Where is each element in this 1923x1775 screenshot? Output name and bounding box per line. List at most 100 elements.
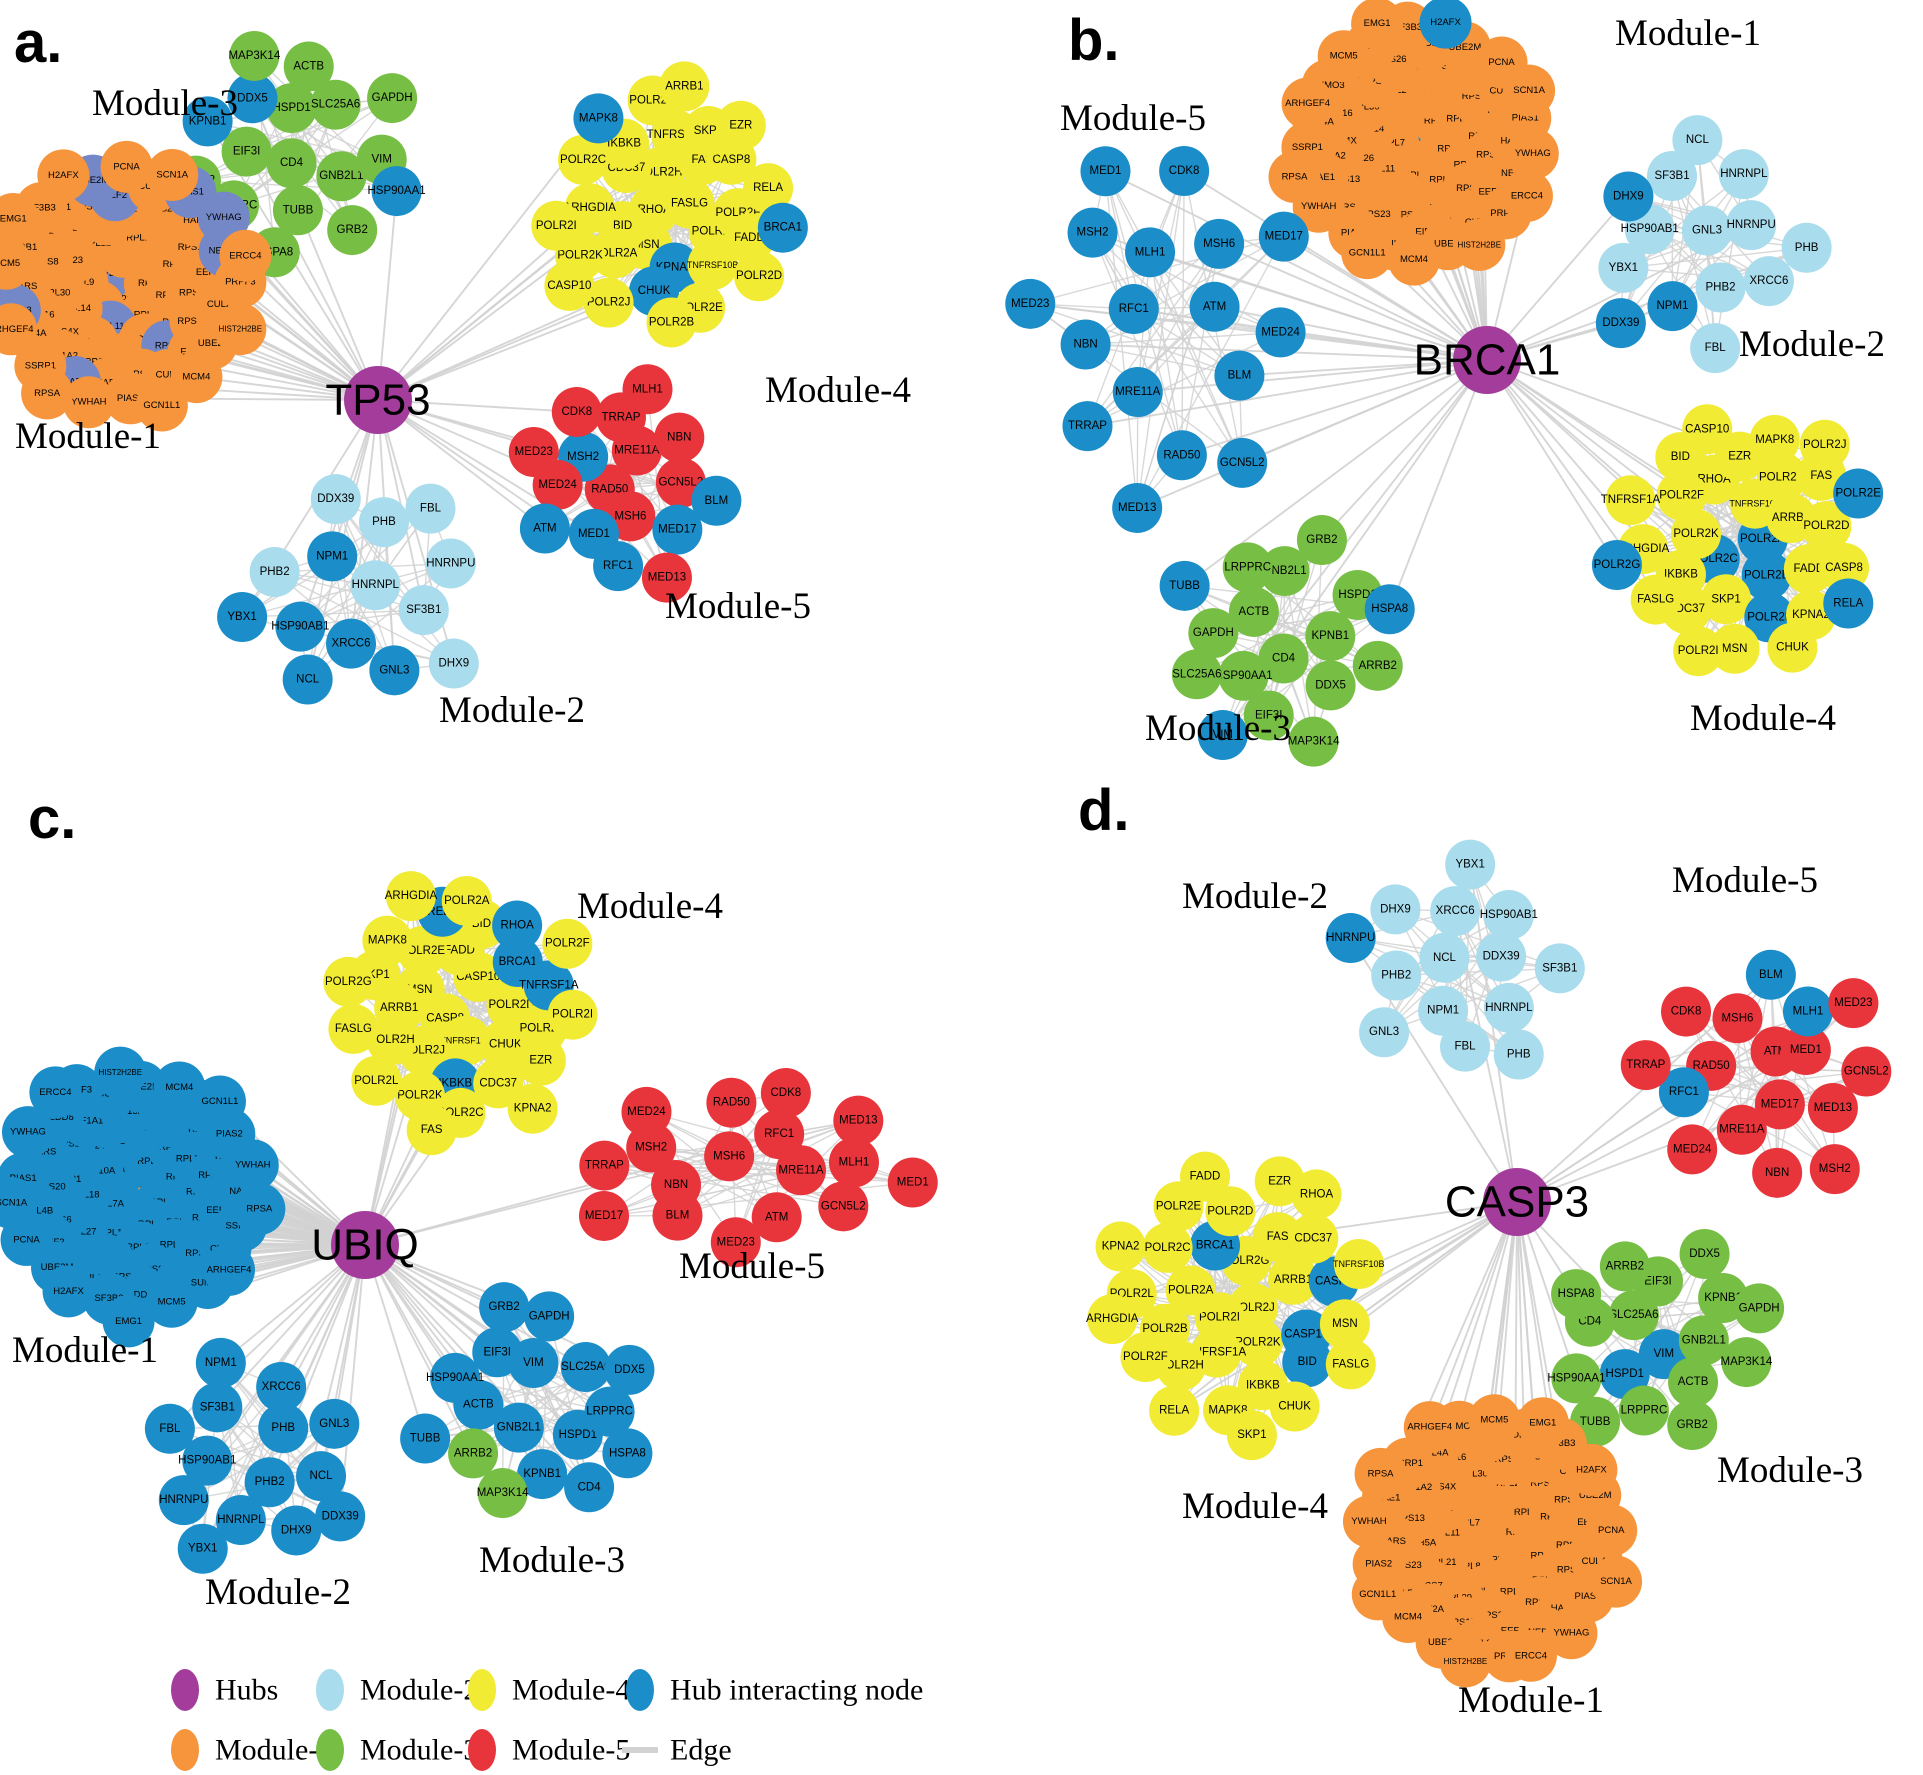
node-MRE11A[interactable]: MRE11A [776,1145,827,1196]
node-KPNA2[interactable]: KPNA2 [1095,1221,1146,1272]
node-PHB[interactable]: PHB [358,497,409,548]
node-SKP1[interactable]: SKP1 [1226,1410,1277,1461]
node-RPSA[interactable]: RPSA [1354,1447,1407,1500]
node-ARHGEF4[interactable]: ARHGEF4 [1281,77,1334,130]
node-CDK8[interactable]: CDK8 [760,1068,811,1119]
node-SKP1[interactable]: SKP1 [1701,574,1752,625]
node-POLR2L[interactable]: POLR2L [351,1055,402,1106]
node-ATM[interactable]: ATM [519,503,570,554]
node-TNFRSF1A[interactable]: TNFRSF1A [1601,475,1661,526]
node-EMG1[interactable]: EMG1 [102,1295,155,1348]
node-HNRNPU[interactable]: HNRNPU [1726,200,1777,251]
node-POLR2J[interactable]: POLR2J [583,277,634,328]
node-ACTB[interactable]: ACTB [1668,1357,1719,1408]
node-RPSA[interactable]: RPSA [21,367,74,420]
node-GAPDH[interactable]: GAPDH [524,1291,575,1342]
node-RPSA[interactable]: RPSA [233,1182,286,1235]
node-FBL[interactable]: FBL [1690,323,1741,374]
node-FADD[interactable]: FADD [1783,544,1834,595]
node-CASP10[interactable]: CASP10 [544,260,595,311]
node-MED17[interactable]: MED17 [652,504,703,555]
node-CASP10[interactable]: CASP10 [1682,404,1733,455]
node-HSP90AA1[interactable]: HSP90AA1 [1547,1353,1606,1404]
node-GCN5L2[interactable]: GCN5L2 [1841,1046,1892,1097]
node-HNRNPL[interactable]: HNRNPL [350,560,401,611]
node-RFC1[interactable]: RFC1 [754,1109,805,1160]
node-ARHGEF4[interactable]: ARHGEF4 [0,303,38,356]
node-HSPA8[interactable]: HSPA8 [1551,1269,1602,1320]
node-RAD50[interactable]: RAD50 [1156,430,1207,481]
node-POLR2D[interactable]: POLR2D [1801,501,1852,552]
node-POLR2I[interactable]: POLR2I [531,200,582,251]
node-HIST2H2BE[interactable]: HIST2H2BE [1453,218,1506,271]
node-PCNA[interactable]: PCNA [1585,1504,1638,1557]
node-SF3B1[interactable]: SF3B1 [1647,150,1698,201]
node-ARRB1[interactable]: ARRB1 [659,61,710,112]
node-HSP90AB1[interactable]: HSP90AB1 [271,601,329,652]
node-HNRNPL[interactable]: HNRNPL [1718,149,1769,200]
node-POLR2I[interactable]: POLR2I [547,989,598,1040]
node-MAPK8[interactable]: MAPK8 [362,915,413,966]
node-CD4[interactable]: CD4 [564,1462,615,1513]
node-POLR2C[interactable]: POLR2C [558,134,609,185]
node-NCL[interactable]: NCL [296,1451,347,1502]
node-MCM4[interactable]: MCM4 [1387,233,1440,286]
node-NPM1[interactable]: NPM1 [195,1337,246,1388]
node-DDX5[interactable]: DDX5 [1305,660,1356,711]
node-MCM5[interactable]: MCM5 [0,237,33,290]
node-FAS[interactable]: FAS [406,1105,457,1156]
node-MAP3K14[interactable]: MAP3K14 [1720,1337,1773,1388]
node-LRPPRC[interactable]: LRPPRC [584,1386,635,1437]
node-DHX9[interactable]: DHX9 [428,638,479,689]
node-FBL[interactable]: FBL [144,1403,195,1454]
node-RFC1[interactable]: RFC1 [1658,1067,1709,1118]
node-POLR2F[interactable]: POLR2F [1120,1332,1171,1383]
node-GNL3[interactable]: GNL3 [1681,205,1732,256]
node-POLR2A[interactable]: POLR2A [441,875,492,926]
node-POLR2A[interactable]: POLR2A [1165,1265,1216,1316]
node-MED1[interactable]: MED1 [1780,1025,1831,1076]
node-SLC25A6[interactable]: SLC25A6 [1171,649,1222,700]
node-TRRAP[interactable]: TRRAP [1062,401,1113,452]
node-YWHAG[interactable]: YWHAG [1,1106,54,1159]
node-NCL[interactable]: NCL [1419,932,1470,983]
node-XRCC6[interactable]: XRCC6 [1743,256,1794,307]
node-DHX9[interactable]: DHX9 [1603,171,1654,222]
node-HSP90AB1[interactable]: HSP90AB1 [1480,890,1538,941]
node-ERCC4[interactable]: ERCC4 [219,229,272,282]
node-TRRAP[interactable]: TRRAP [1620,1040,1671,1091]
node-GNB2L1[interactable]: GNB2L1 [1678,1315,1729,1366]
node-PHB[interactable]: PHB [1781,222,1832,273]
node-MED23[interactable]: MED23 [710,1217,761,1268]
node-TUBB[interactable]: TUBB [272,185,323,236]
node-HSP90AA1[interactable]: HSP90AA1 [426,1352,484,1403]
node-NPM1[interactable]: NPM1 [1418,985,1469,1036]
hub-node-CASP3[interactable]: CASP3 [1445,1168,1589,1236]
node-TUBB[interactable]: TUBB [400,1413,451,1464]
node-ARRB2[interactable]: ARRB2 [448,1428,499,1479]
node-CDK8[interactable]: CDK8 [551,386,602,437]
node-ATM[interactable]: ATM [751,1192,802,1243]
node-POLR2H[interactable]: POLR2H [366,1015,417,1066]
node-DDX39[interactable]: DDX39 [310,474,361,525]
node-GCN1L1[interactable]: GCN1L1 [1341,227,1394,280]
node-MSN[interactable]: MSN [1709,623,1760,674]
node-MED17[interactable]: MED17 [1258,211,1309,262]
node-RELA[interactable]: RELA [1149,1385,1200,1436]
node-EIF3I[interactable]: EIF3I [221,126,272,177]
node-CDK8[interactable]: CDK8 [1159,146,1210,197]
node-POLR2D[interactable]: POLR2D [486,979,537,1030]
node-PHB2[interactable]: PHB2 [1695,262,1746,313]
node-ERCC4[interactable]: ERCC4 [1504,1629,1557,1682]
node-CHUK[interactable]: CHUK [1269,1381,1320,1432]
node-RAD50[interactable]: RAD50 [706,1077,757,1128]
node-YWHAH[interactable]: YWHAH [62,376,115,429]
node-RHOA[interactable]: RHOA [492,900,543,951]
node-POLR2G[interactable]: POLR2G [323,956,374,1007]
node-DDX5[interactable]: DDX5 [1679,1228,1730,1279]
node-MSH6[interactable]: MSH6 [1194,218,1245,269]
node-ERCC4[interactable]: ERCC4 [1500,169,1553,222]
node-YBX1[interactable]: YBX1 [177,1523,228,1574]
node-HSPA8[interactable]: HSPA8 [1364,584,1415,635]
node-SCN1A[interactable]: SCN1A [146,148,199,201]
